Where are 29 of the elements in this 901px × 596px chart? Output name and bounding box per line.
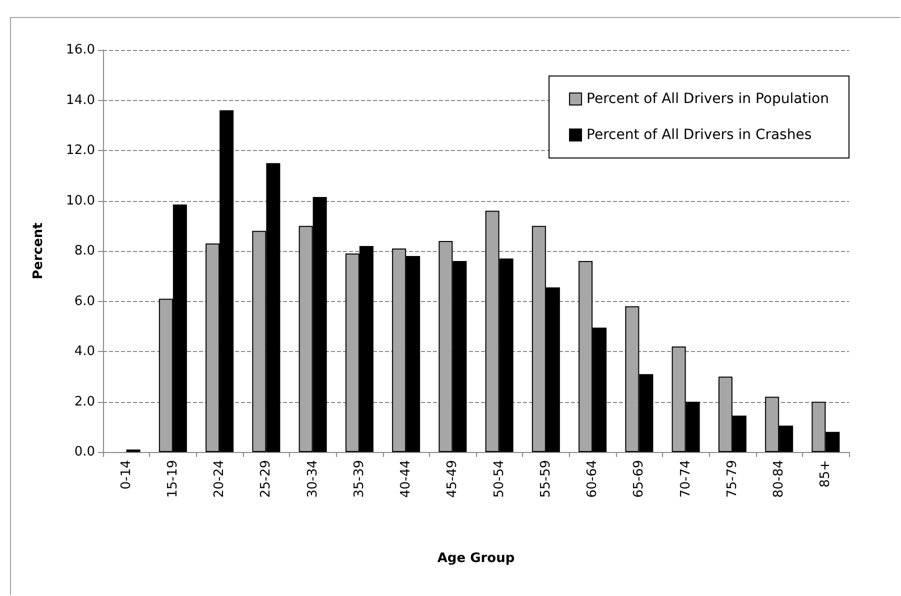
y-tick-label: 10.0	[66, 193, 95, 208]
y-tick-label: 14.0	[66, 92, 95, 108]
legend-label: Percent of All Drivers in Population	[586, 91, 830, 107]
y-tick-label: 16.0	[66, 42, 95, 58]
legend-label: Percent of All Drivers in Crashes	[586, 127, 812, 143]
y-tick-label: 4.0	[74, 344, 95, 359]
x-tick-label: 40-44	[398, 460, 414, 498]
x-tick-label: 20-24	[212, 460, 228, 498]
x-tick-label: 80-84	[772, 460, 787, 498]
x-axis-title: Age Group	[437, 551, 515, 566]
x-tick-label: 70-74	[678, 460, 694, 498]
x-tick-label: 35-39	[352, 460, 367, 498]
x-tick-label: 75-79	[724, 460, 740, 498]
y-tick-label: 12.0	[66, 143, 95, 158]
x-tick-label: 15-19	[165, 460, 180, 498]
y-tick-label: 0.0	[74, 444, 95, 460]
x-tick-label: 30-34	[305, 460, 320, 498]
x-tick-label: 0-14	[118, 460, 134, 490]
x-tick-label: 50-54	[492, 460, 507, 498]
y-tick-label: 2.0	[74, 394, 95, 410]
x-tick-label: 85+	[818, 460, 834, 488]
y-axis-title: Percent	[31, 222, 46, 280]
x-tick-label: 60-64	[585, 460, 600, 498]
x-tick-label: 65-69	[632, 460, 647, 498]
y-tick-label: 8.0	[74, 244, 95, 258]
x-tick-label: 25-29	[258, 460, 274, 498]
x-tick-label: 55-59	[538, 460, 554, 498]
x-tick-label: 45-49	[445, 460, 460, 498]
y-tick-label: 6.0	[74, 294, 95, 309]
